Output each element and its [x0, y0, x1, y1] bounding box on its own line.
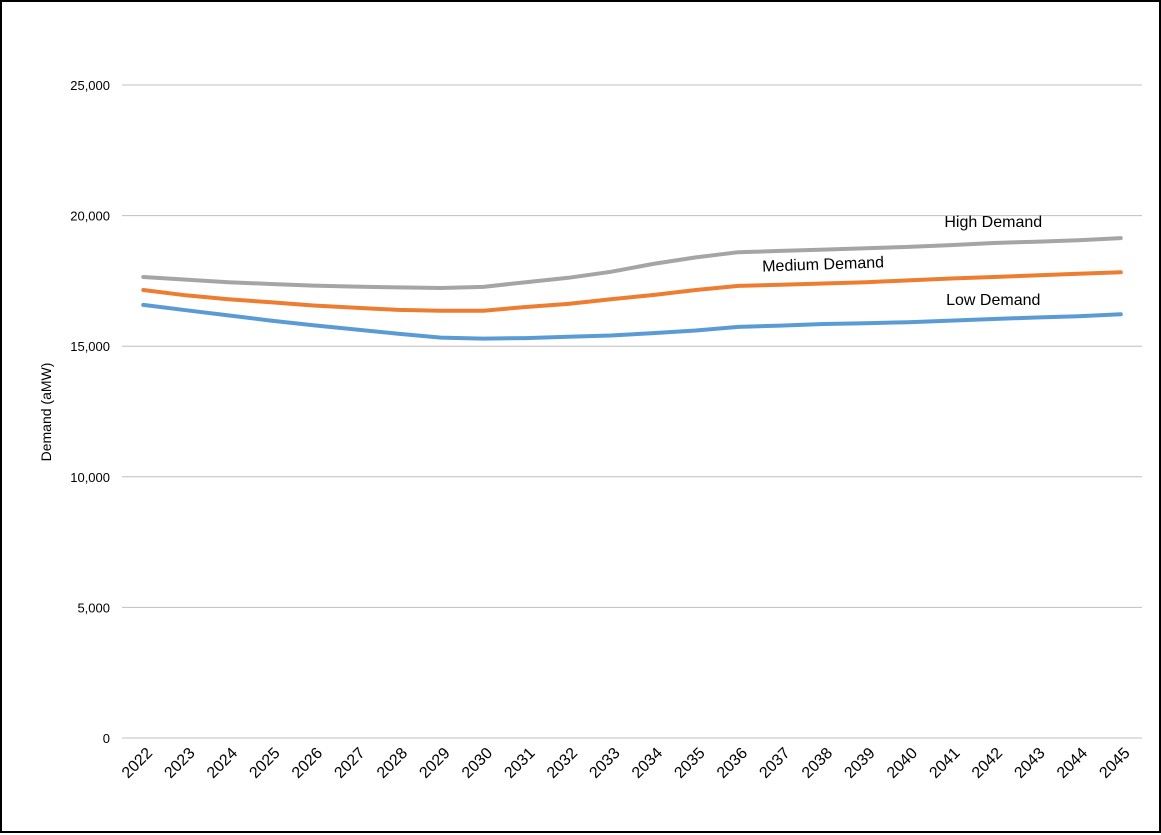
- x-tick-label: 2038: [799, 745, 836, 782]
- series-label-low-demand: Low Demand: [946, 292, 1040, 309]
- x-tick-label: 2041: [926, 745, 963, 782]
- x-tick-label: 2033: [586, 745, 623, 782]
- x-tick-label: 2024: [204, 745, 241, 782]
- series-labels: High Demand Medium Demand Low Demand: [762, 214, 1042, 309]
- series-line-low-demand: [141, 302, 1123, 341]
- series-line-medium-demand: [141, 270, 1123, 313]
- x-tick-label: 2035: [671, 745, 708, 782]
- x-tick-label: 2034: [629, 745, 666, 782]
- series-line-high-demand: [141, 236, 1123, 290]
- x-tick-label: 2045: [1096, 745, 1133, 782]
- x-tick-label: 2032: [544, 745, 581, 782]
- series-label-high-demand: High Demand: [944, 214, 1042, 231]
- x-tick-label: 2037: [756, 745, 793, 782]
- x-tick-label: 2031: [501, 745, 538, 782]
- y-tick-label: 25,000: [70, 78, 110, 93]
- x-tick-label: 2039: [841, 745, 878, 782]
- series-label-medium-demand: Medium Demand: [762, 254, 884, 275]
- y-axis-ticks: 0 5,000 10,000 15,000 20,000 25,000: [70, 78, 110, 746]
- x-tick-label: 2027: [331, 745, 368, 782]
- y-tick-label: 0: [103, 731, 110, 746]
- x-tick-label: 2023: [161, 745, 198, 782]
- x-tick-label: 2028: [374, 745, 411, 782]
- x-tick-label: 2042: [969, 745, 1006, 782]
- gridlines: [122, 84, 1142, 739]
- x-tick-label: 2043: [1011, 745, 1048, 782]
- x-tick-label: 2040: [884, 745, 921, 782]
- y-axis-title: Demand (aMW): [38, 363, 54, 462]
- y-tick-label: 5,000: [77, 600, 110, 615]
- y-tick-label: 15,000: [70, 339, 110, 354]
- x-tick-label: 2022: [119, 745, 156, 782]
- x-tick-label: 2044: [1054, 745, 1091, 782]
- x-tick-label: 2036: [714, 745, 751, 782]
- series-lines: [141, 236, 1123, 341]
- x-tick-label: 2030: [459, 745, 496, 782]
- y-tick-label: 20,000: [70, 209, 110, 224]
- x-tick-label: 2026: [289, 745, 326, 782]
- x-axis-ticks: 2022 2023 2024 2025 2026 2027 2028 2029 2030 2031…: [119, 745, 1134, 782]
- x-tick-label: 2025: [246, 745, 283, 782]
- y-tick-label: 10,000: [70, 470, 110, 485]
- x-tick-label: 2029: [416, 745, 453, 782]
